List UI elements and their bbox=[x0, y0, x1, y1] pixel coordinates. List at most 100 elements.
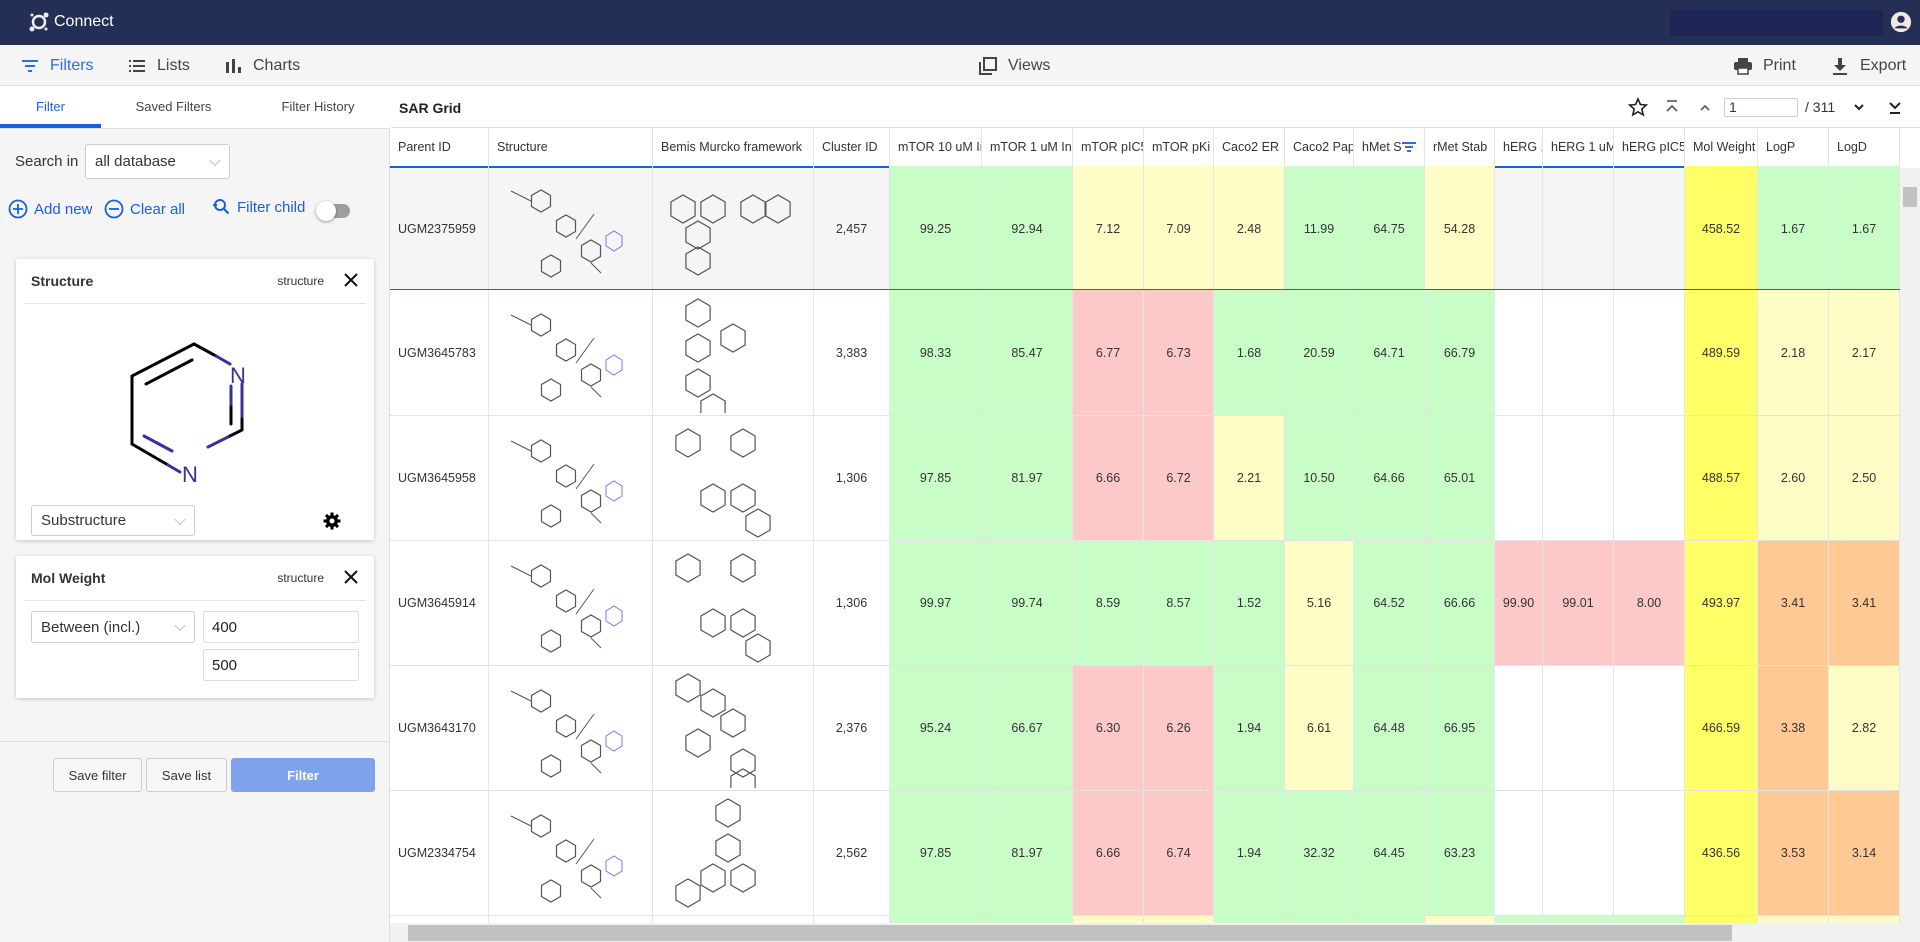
gear-icon[interactable] bbox=[323, 512, 341, 530]
column-header[interactable]: Bemis Murcko framework bbox=[653, 128, 814, 168]
value-cell[interactable]: 81.97 bbox=[982, 416, 1073, 541]
value-cell[interactable]: 99.97 bbox=[890, 541, 982, 666]
value-cell[interactable]: 64.52 bbox=[1354, 541, 1425, 666]
value-cell[interactable]: 1.67 bbox=[1829, 168, 1900, 290]
account-circle-icon[interactable] bbox=[1890, 11, 1912, 33]
value-cell[interactable]: 436.56 bbox=[1685, 791, 1758, 916]
value-cell[interactable]: 6.30 bbox=[1073, 666, 1144, 791]
value-cell[interactable]: 98.33 bbox=[890, 290, 982, 416]
value-cell[interactable]: 2.17 bbox=[1829, 290, 1900, 416]
value-cell[interactable]: 489.59 bbox=[1685, 290, 1758, 416]
value-cell[interactable]: 64.66 bbox=[1354, 416, 1425, 541]
value-cell[interactable] bbox=[1614, 290, 1685, 416]
value-cell[interactable] bbox=[1614, 416, 1685, 541]
column-header[interactable]: mTOR pIC5 bbox=[1073, 128, 1144, 168]
murcko-framework-image[interactable] bbox=[653, 666, 814, 791]
value-cell[interactable]: 493.97 bbox=[1685, 541, 1758, 666]
column-header[interactable]: hERG 1 bbox=[1495, 128, 1543, 168]
export-button[interactable]: Export bbox=[1830, 56, 1906, 76]
value-cell[interactable]: 1.94 bbox=[1214, 791, 1285, 916]
value-cell[interactable] bbox=[1685, 916, 1758, 923]
save-list-button[interactable]: Save list bbox=[146, 758, 227, 792]
vertical-scrollbar-thumb[interactable] bbox=[1903, 187, 1917, 207]
min-value-input[interactable]: 400 bbox=[203, 611, 359, 643]
value-cell[interactable]: 81.97 bbox=[982, 791, 1073, 916]
value-cell[interactable]: 99.90 bbox=[1495, 541, 1543, 666]
cluster-id-cell[interactable]: 2,562 bbox=[814, 791, 890, 916]
value-cell[interactable]: 97.85 bbox=[890, 416, 982, 541]
filters-button[interactable]: Filters bbox=[20, 56, 94, 76]
value-cell[interactable] bbox=[1829, 916, 1900, 923]
value-cell[interactable]: 95.24 bbox=[890, 666, 982, 791]
value-cell[interactable]: 8.59 bbox=[1073, 541, 1144, 666]
value-cell[interactable] bbox=[1543, 416, 1614, 541]
parent-id-cell[interactable]: UGM3645783 bbox=[390, 290, 489, 416]
value-cell[interactable]: 11.99 bbox=[1285, 168, 1354, 290]
table-row[interactable]: UGM3645783 3,383 98.33 85.47 6.77 6.73 1.68 20.… bbox=[390, 290, 1900, 416]
structure-image[interactable] bbox=[489, 168, 653, 290]
value-cell[interactable] bbox=[1758, 916, 1829, 923]
cluster-id-cell[interactable]: 2,457 bbox=[814, 168, 890, 290]
value-cell[interactable]: 8.57 bbox=[1144, 541, 1214, 666]
value-cell[interactable] bbox=[1425, 916, 1495, 923]
horizontal-scrollbar-thumb[interactable] bbox=[408, 925, 1732, 941]
column-header[interactable]: Structure bbox=[489, 128, 653, 168]
tab-saved-filters[interactable]: Saved Filters bbox=[135, 99, 212, 114]
value-cell[interactable]: 54.28 bbox=[1425, 168, 1495, 290]
value-cell[interactable]: 7.09 bbox=[1144, 168, 1214, 290]
value-cell[interactable] bbox=[1543, 916, 1614, 923]
operator-select[interactable]: Between (incl.) bbox=[31, 611, 195, 643]
close-icon[interactable] bbox=[342, 568, 360, 586]
value-cell[interactable]: 3.14 bbox=[1829, 791, 1900, 916]
value-cell[interactable]: 65.01 bbox=[1425, 416, 1495, 541]
value-cell[interactable]: 6.61 bbox=[1285, 666, 1354, 791]
page-number-input[interactable]: 1 bbox=[1724, 98, 1798, 117]
structure-image[interactable] bbox=[489, 916, 653, 923]
value-cell[interactable]: 64.75 bbox=[1354, 168, 1425, 290]
value-cell[interactable] bbox=[1144, 916, 1214, 923]
value-cell[interactable] bbox=[1354, 916, 1425, 923]
table-row[interactable]: UGM3643170 2,376 95.24 66.67 6.30 6.26 1.94 6.6… bbox=[390, 666, 1900, 791]
value-cell[interactable]: 64.71 bbox=[1354, 290, 1425, 416]
value-cell[interactable] bbox=[890, 916, 982, 923]
column-header[interactable]: LogP bbox=[1758, 128, 1829, 168]
value-cell[interactable] bbox=[982, 916, 1073, 923]
value-cell[interactable]: 1.94 bbox=[1214, 666, 1285, 791]
value-cell[interactable] bbox=[1495, 916, 1543, 923]
value-cell[interactable] bbox=[1495, 168, 1543, 290]
value-cell[interactable]: 99.01 bbox=[1543, 541, 1614, 666]
value-cell[interactable] bbox=[1614, 916, 1685, 923]
structure-image[interactable] bbox=[489, 666, 653, 791]
value-cell[interactable]: 1.68 bbox=[1214, 290, 1285, 416]
value-cell[interactable]: 1.67 bbox=[1758, 168, 1829, 290]
value-cell[interactable]: 66.95 bbox=[1425, 666, 1495, 791]
value-cell[interactable] bbox=[1543, 168, 1614, 290]
cluster-id-cell[interactable]: 2,376 bbox=[814, 666, 890, 791]
value-cell[interactable]: 2.18 bbox=[1758, 290, 1829, 416]
value-cell[interactable]: 6.66 bbox=[1073, 791, 1144, 916]
value-cell[interactable] bbox=[1285, 916, 1354, 923]
column-header[interactable]: Caco2 ER bbox=[1214, 128, 1285, 168]
value-cell[interactable]: 66.67 bbox=[982, 666, 1073, 791]
value-cell[interactable]: 64.48 bbox=[1354, 666, 1425, 791]
column-header[interactable]: mTOR pKi bbox=[1144, 128, 1214, 168]
filter-button[interactable]: Filter bbox=[231, 758, 375, 792]
value-cell[interactable]: 7.12 bbox=[1073, 168, 1144, 290]
column-header[interactable]: hERG pIC5 bbox=[1614, 128, 1685, 168]
parent-id-cell[interactable]: UGM2375959 bbox=[390, 168, 489, 290]
add-new-button[interactable]: Add new bbox=[8, 199, 92, 219]
value-cell[interactable] bbox=[1495, 666, 1543, 791]
value-cell[interactable] bbox=[1495, 416, 1543, 541]
match-mode-select[interactable]: Substructure bbox=[31, 505, 195, 536]
column-header[interactable]: Caco2 Pap bbox=[1285, 128, 1354, 168]
table-row[interactable]: UGM2334754 2,562 97.85 81.97 6.66 6.74 1.94 32.… bbox=[390, 791, 1900, 916]
value-cell[interactable]: 6.74 bbox=[1144, 791, 1214, 916]
cluster-id-cell[interactable]: 3,383 bbox=[814, 290, 890, 416]
column-header[interactable]: hMet S bbox=[1354, 128, 1425, 168]
value-cell[interactable] bbox=[1543, 666, 1614, 791]
value-cell[interactable]: 64.45 bbox=[1354, 791, 1425, 916]
value-cell[interactable]: 99.74 bbox=[982, 541, 1073, 666]
value-cell[interactable] bbox=[1214, 916, 1285, 923]
value-cell[interactable]: 3.41 bbox=[1758, 541, 1829, 666]
column-header[interactable]: Mol Weight bbox=[1685, 128, 1758, 168]
